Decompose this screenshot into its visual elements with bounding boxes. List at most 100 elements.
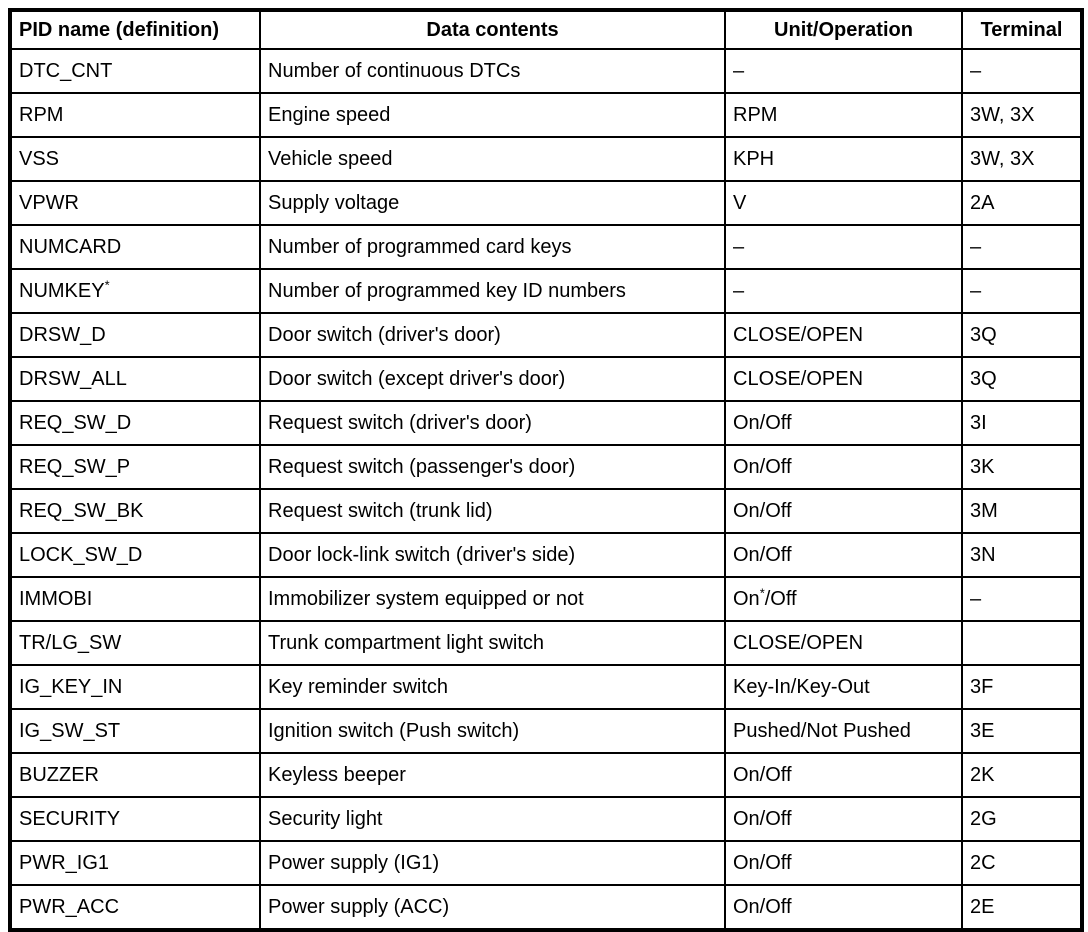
cell-text: CLOSE/OPEN [733,324,864,346]
data-contents-cell: Security light [259,796,726,842]
cell-text: On/Off [733,764,792,786]
table-body: DTC_CNT Number of continuous DTCs – – RPM Eng… [9,48,1083,931]
terminal-cell: 3M [961,488,1083,534]
data-contents-cell: Vehicle speed [259,136,726,182]
unit-operation-cell: CLOSE/OPEN [724,356,963,402]
data-contents-cell: Trunk compartment light switch [259,620,726,666]
cell-text: VPWR [19,192,79,214]
cell-text: TR/LG_SW [19,632,122,654]
table-row: VSS Vehicle speed KPH 3W, 3X [9,136,1083,182]
pid-name-cell: DRSW_D [9,312,261,358]
cell-text: 3K [970,456,995,478]
table-row: TR/LG_SW Trunk compartment light switch CL… [9,620,1083,666]
cell-text: Keyless beeper [268,764,406,786]
table-row: DRSW_ALL Door switch (except driver's doo… [9,356,1083,402]
unit-operation-cell: On/Off [724,752,963,798]
cell-text: 2K [970,764,995,786]
cell-text: BUZZER [19,764,99,786]
cell-text: PWR_ACC [19,896,120,918]
cell-text: On [733,588,760,610]
cell-text: NUMCARD [19,236,122,258]
cell-text: 3W, 3X [970,148,1035,170]
cell-text: 3W, 3X [970,104,1035,126]
unit-operation-cell: On/Off [724,796,963,842]
unit-operation-cell: On/Off [724,840,963,886]
cell-text: – [733,280,745,302]
cell-text: V [733,192,747,214]
unit-operation-cell: CLOSE/OPEN [724,620,963,666]
table-row: REQ_SW_D Request switch (driver's door) On… [9,400,1083,446]
pid-name-cell: IMMOBI [9,576,261,622]
table-row: PWR_IG1 Power supply (IG1) On/Off 2C [9,840,1083,886]
column-header: Data contents [259,9,726,50]
pid-name-cell: REQ_SW_D [9,400,261,446]
cell-text: Vehicle speed [268,148,393,170]
table-row: IMMOBI Immobilizer system equipped or not… [9,576,1083,622]
pid-name-cell: VSS [9,136,261,182]
table-row: BUZZER Keyless beeper On/Off 2K [9,752,1083,798]
cell-text: Door switch (except driver's door) [268,368,566,390]
terminal-cell: 3F [961,664,1083,710]
table-row: IG_KEY_IN Key reminder switch Key-In/Key-O… [9,664,1083,710]
unit-operation-cell: – [724,224,963,270]
cell-text: REQ_SW_D [19,412,132,434]
terminal-cell: 2K [961,752,1083,798]
terminal-cell: 3Q [961,312,1083,358]
cell-text: Request switch (trunk lid) [268,500,493,522]
pid-name-cell: DRSW_ALL [9,356,261,402]
cell-text: SECURITY [19,808,121,830]
pid-name-cell: NUMKEY* [9,268,261,314]
cell-text: – [970,60,982,82]
pid-name-cell: BUZZER [9,752,261,798]
pid-name-cell: REQ_SW_P [9,444,261,490]
cell-text: On/Off [733,500,792,522]
table-row: VPWR Supply voltage V 2A [9,180,1083,226]
cell-text: On/Off [733,896,792,918]
cell-text: KPH [733,148,775,170]
data-contents-cell: Immobilizer system equipped or not [259,576,726,622]
data-contents-cell: Door switch (except driver's door) [259,356,726,402]
terminal-cell [961,620,1083,666]
unit-operation-cell: V [724,180,963,226]
data-contents-cell: Number of programmed card keys [259,224,726,270]
cell-text: Ignition switch (Push switch) [268,720,520,742]
header-row: PID name (definition) Data contents Unit/O… [9,9,1083,50]
pid-name-cell: SECURITY [9,796,261,842]
table-row: SECURITY Security light On/Off 2G [9,796,1083,842]
cell-text: /Off [764,588,797,610]
unit-operation-cell: – [724,268,963,314]
data-contents-cell: Door switch (driver's door) [259,312,726,358]
data-contents-cell: Supply voltage [259,180,726,226]
data-contents-cell: Request switch (driver's door) [259,400,726,446]
cell-text: VSS [19,148,60,170]
unit-operation-cell: KPH [724,136,963,182]
cell-text: RPM [19,104,64,126]
cell-text: On/Off [733,808,792,830]
cell-text: On/Off [733,852,792,874]
unit-operation-cell: On/Off [724,444,963,490]
terminal-cell: 2A [961,180,1083,226]
pid-name-cell: IG_KEY_IN [9,664,261,710]
cell-text: On/Off [733,544,792,566]
data-contents-cell: Power supply (IG1) [259,840,726,886]
cell-text: REQ_SW_BK [19,500,144,522]
unit-operation-cell: Key-In/Key-Out [724,664,963,710]
cell-text: Number of programmed card keys [268,236,572,258]
cell-text: REQ_SW_P [19,456,131,478]
pid-name-cell: IG_SW_ST [9,708,261,754]
cell-text: – [970,280,982,302]
cell-text: On/Off [733,456,792,478]
cell-text: 3I [970,412,987,434]
cell-text: 3Q [970,368,997,390]
cell-text: On/Off [733,412,792,434]
data-contents-cell: Request switch (trunk lid) [259,488,726,534]
table-row: NUMKEY* Number of programmed key ID numbe… [9,268,1083,314]
data-contents-cell: Number of continuous DTCs [259,48,726,94]
pid-name-cell: PWR_IG1 [9,840,261,886]
pid-name-cell: RPM [9,92,261,138]
table-row: IG_SW_ST Ignition switch (Push switch) Pus… [9,708,1083,754]
data-contents-cell: Request switch (passenger's door) [259,444,726,490]
terminal-cell: 3E [961,708,1083,754]
cell-text: Engine speed [268,104,391,126]
terminal-cell: 2G [961,796,1083,842]
